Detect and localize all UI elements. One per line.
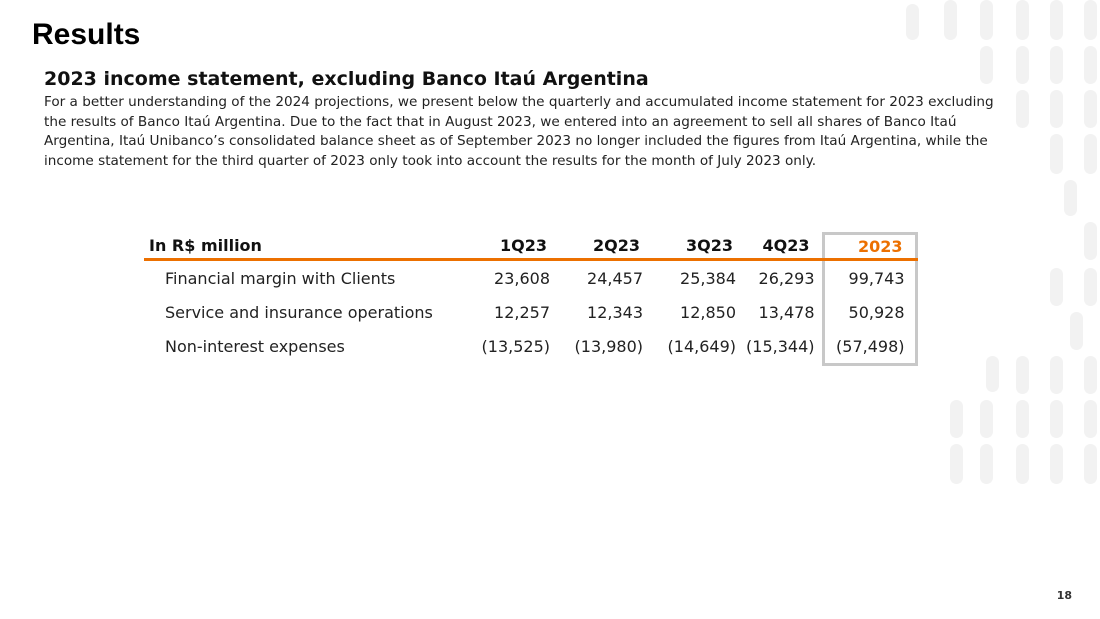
intro-paragraph: For a better understanding of the 2024 p… <box>44 94 994 169</box>
header-3q23: 3Q23 <box>650 233 743 261</box>
table-row: Service and insurance operations 12,257 … <box>144 295 918 329</box>
header-2023-total: 2023 <box>821 232 918 261</box>
table-cell: 13,478 <box>758 302 815 322</box>
header-1q23: 1Q23 <box>464 233 557 261</box>
table-cell-total: 50,928 <box>821 295 918 329</box>
table-cell: 24,457 <box>587 268 643 288</box>
row-label: Financial margin with Clients <box>165 268 396 288</box>
row-label: Non-interest expenses <box>165 337 345 357</box>
table-cell: 26,293 <box>758 268 815 288</box>
table-cell: 12,257 <box>494 302 550 322</box>
table-cell-total: (57,498) <box>821 329 918 366</box>
table-cell: 12,343 <box>587 302 643 322</box>
page-title: Results <box>32 18 141 51</box>
table-cell: (13,980) <box>574 337 643 357</box>
table-cell: (15,344) <box>746 337 815 357</box>
header-unit-label: In R$ million <box>144 233 464 261</box>
row-label: Service and insurance operations <box>165 302 433 322</box>
table-cell: (13,525) <box>481 337 550 357</box>
table-cell: 23,608 <box>494 268 550 288</box>
table-cell: 25,384 <box>680 268 736 288</box>
section-subtitle: 2023 income statement, excluding Banco I… <box>44 68 649 90</box>
table-cell: (14,649) <box>667 337 736 357</box>
table-row: Non-interest expenses (13,525) (13,980) … <box>144 329 918 366</box>
table-cell: 12,850 <box>680 302 736 322</box>
income-statement-table: In R$ million 1Q23 2Q23 3Q23 4Q23 2023 F… <box>144 232 918 366</box>
table-row: Financial margin with Clients 23,608 24,… <box>144 259 918 295</box>
table-cell-total: 99,743 <box>821 259 918 295</box>
header-2q23: 2Q23 <box>557 233 650 261</box>
header-4q23: 4Q23 <box>743 233 823 261</box>
page-number: 18 <box>1056 589 1072 602</box>
table-header-row: In R$ million 1Q23 2Q23 3Q23 4Q23 2023 <box>144 232 918 261</box>
